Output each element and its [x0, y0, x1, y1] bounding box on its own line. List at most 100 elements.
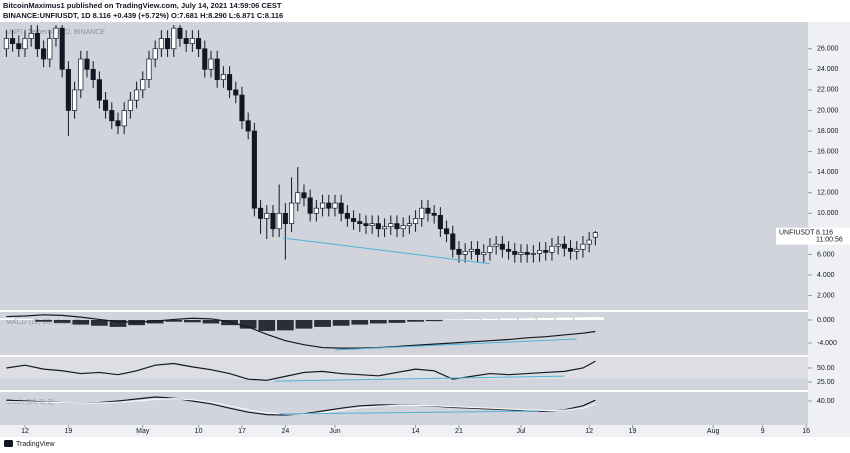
candle-body [369, 223, 375, 227]
candle-body [363, 223, 369, 227]
x-tick-label: 9 [761, 428, 765, 435]
x-tick-label: May [136, 428, 150, 435]
macd-bar [555, 317, 573, 320]
candle-body [580, 243, 586, 250]
macd-bar [388, 319, 406, 323]
candle-body [468, 248, 474, 252]
x-tick-label: Jul [516, 428, 525, 435]
candle-body [96, 79, 102, 101]
candle-body [146, 58, 152, 80]
candle-body [10, 38, 16, 44]
macd-bar [537, 317, 555, 320]
macd-bar [277, 319, 294, 331]
macd-bar [109, 319, 127, 327]
macd-bar [574, 317, 592, 320]
candle-body [431, 212, 437, 216]
macd-bar [407, 319, 424, 322]
candle-body [388, 223, 394, 228]
candle-body [586, 239, 592, 245]
candle-body [121, 110, 127, 127]
x-tick-label: 12 [21, 428, 29, 435]
candle-body [332, 202, 338, 209]
price-axis [808, 22, 850, 425]
candle-body [524, 252, 530, 255]
x-tick-label: 19 [64, 428, 72, 435]
macd-bar [332, 319, 350, 326]
y-tick-label: 10.000 [817, 210, 839, 217]
x-tick-label: 21 [455, 428, 463, 435]
last-price-countdown: 11:00:56 [816, 237, 843, 244]
macd-bar [444, 319, 462, 320]
candle-body [313, 207, 319, 214]
last-price-symbol: UNFIUSDT [779, 230, 815, 237]
candle-body [530, 253, 536, 255]
candle-body [537, 249, 543, 254]
candle-body [506, 248, 512, 252]
candle-body [22, 38, 28, 50]
candle-body [295, 192, 301, 204]
macd-bar [91, 319, 108, 326]
candle-body [450, 233, 456, 250]
candle-body [196, 38, 202, 50]
candle-body [499, 243, 505, 250]
candle-body [183, 38, 189, 44]
macd-bar [295, 319, 313, 329]
candle-body [375, 223, 381, 230]
candle-body [419, 207, 425, 219]
candle-body [53, 27, 59, 39]
x-tick-label: Aug [707, 428, 720, 435]
candle-body [462, 251, 468, 255]
candle-body [28, 32, 34, 39]
candle-body [239, 94, 245, 122]
x-tick-label: 10 [195, 428, 203, 435]
rsi-band [0, 356, 808, 380]
candle-body [344, 212, 350, 219]
candle-body [16, 43, 22, 50]
candle-body [487, 245, 493, 253]
macd-bar [586, 317, 604, 320]
candle-body [214, 58, 220, 80]
candle-body [357, 221, 363, 224]
last-price-value: 8.116 [816, 230, 833, 237]
candle-body [518, 252, 524, 255]
candle-body [152, 48, 158, 60]
candle-body [72, 89, 78, 111]
x-tick-label: 12 [585, 428, 593, 435]
macd-bar [239, 319, 257, 329]
indicator-line [6, 360, 596, 381]
macd-panel [0, 312, 808, 355]
y-tick-label: 14.000 [817, 169, 839, 176]
macd-bar [0, 318, 15, 320]
candle-body [592, 232, 598, 238]
macd-bar [425, 319, 443, 322]
candle-body [78, 58, 84, 91]
trendline [279, 410, 540, 415]
candle-body [543, 249, 549, 253]
candle-body [90, 68, 96, 80]
candle-body [437, 215, 443, 230]
y-tick-label: -4.000 [817, 340, 837, 347]
macd-bar [258, 319, 276, 331]
candle-body [220, 74, 226, 80]
x-tick-label: 24 [281, 428, 289, 435]
macd-bar [462, 319, 480, 320]
x-tick-label: Jun [329, 428, 340, 435]
candle-body [326, 202, 332, 209]
candle-body [103, 99, 109, 111]
candle-body [270, 212, 276, 230]
candle-body [109, 110, 115, 122]
candle-body [140, 79, 146, 91]
candle-body [84, 58, 90, 70]
x-tick-label: 17 [238, 428, 246, 435]
macd-bar [221, 319, 238, 326]
macd-bar [53, 319, 71, 323]
candle-body [258, 207, 264, 219]
macd-bar [314, 319, 331, 327]
y-tick-label: 40.00 [817, 398, 835, 405]
macd-bar [202, 319, 220, 324]
candle-body [301, 192, 307, 199]
macd-bar [351, 319, 369, 325]
header-publisher: BitcoinMaximus1 published on TradingView… [3, 1, 282, 10]
y-tick-label: 20.000 [817, 107, 839, 114]
candle-body [3, 38, 9, 50]
